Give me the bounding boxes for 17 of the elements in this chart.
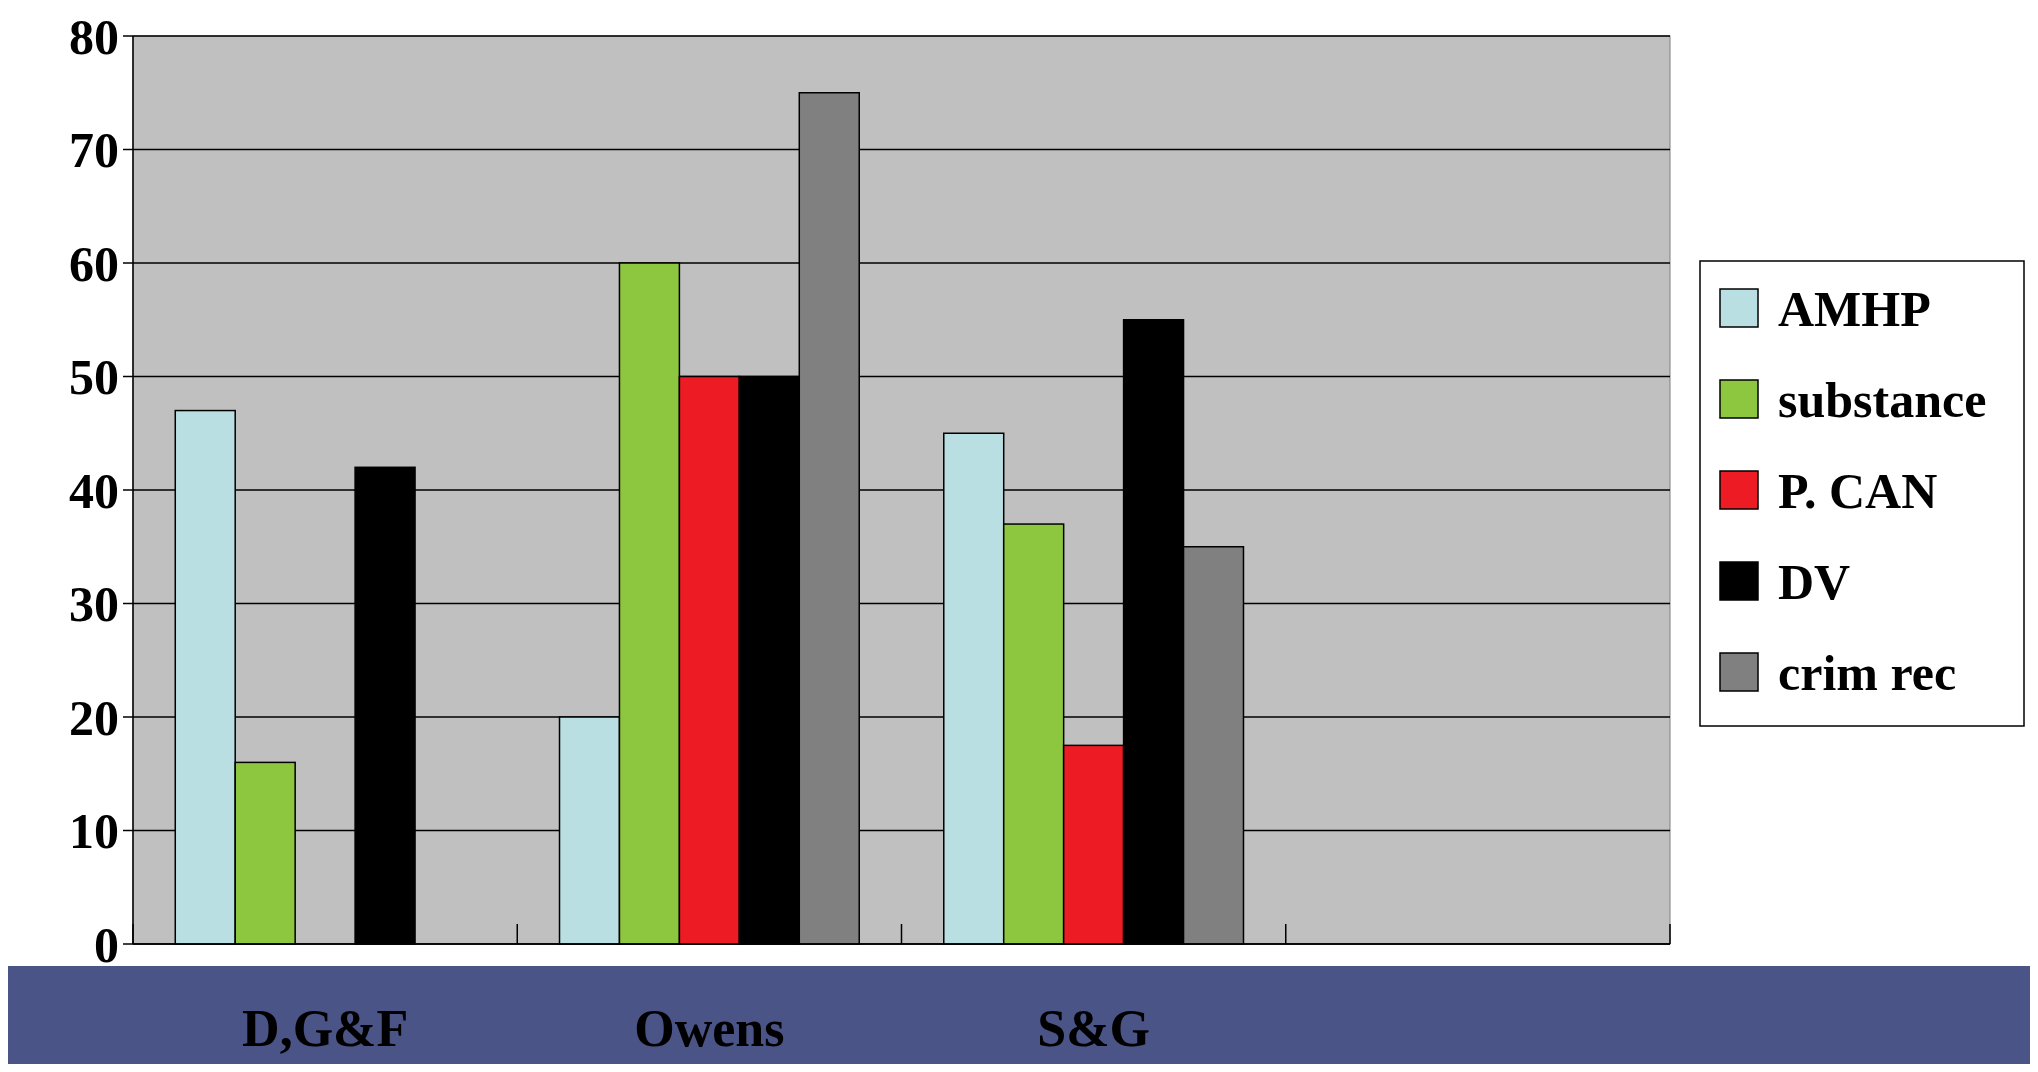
legend-label: P. CAN [1778, 462, 1938, 519]
y-tick-label: 40 [69, 462, 119, 519]
y-tick-label: 10 [69, 803, 119, 859]
y-tick-label: 0 [94, 916, 119, 973]
x-tick-label: Owens [634, 1000, 785, 1057]
y-tick-label: 20 [69, 689, 119, 746]
legend-label: substance [1778, 371, 1987, 428]
legend-label: DV [1778, 553, 1851, 610]
legend-label: AMHP [1778, 280, 1931, 337]
x-tick-label: D,G&F [242, 1000, 409, 1057]
legend-label: crim rec [1778, 644, 1957, 701]
y-tick-label: 30 [69, 576, 119, 632]
x-tick-label: S&G [1037, 1000, 1150, 1057]
y-tick-label: 80 [69, 8, 119, 65]
y-tick-label: 60 [69, 235, 119, 292]
y-tick-label: 70 [69, 122, 119, 178]
y-tick-label: 50 [69, 349, 119, 405]
